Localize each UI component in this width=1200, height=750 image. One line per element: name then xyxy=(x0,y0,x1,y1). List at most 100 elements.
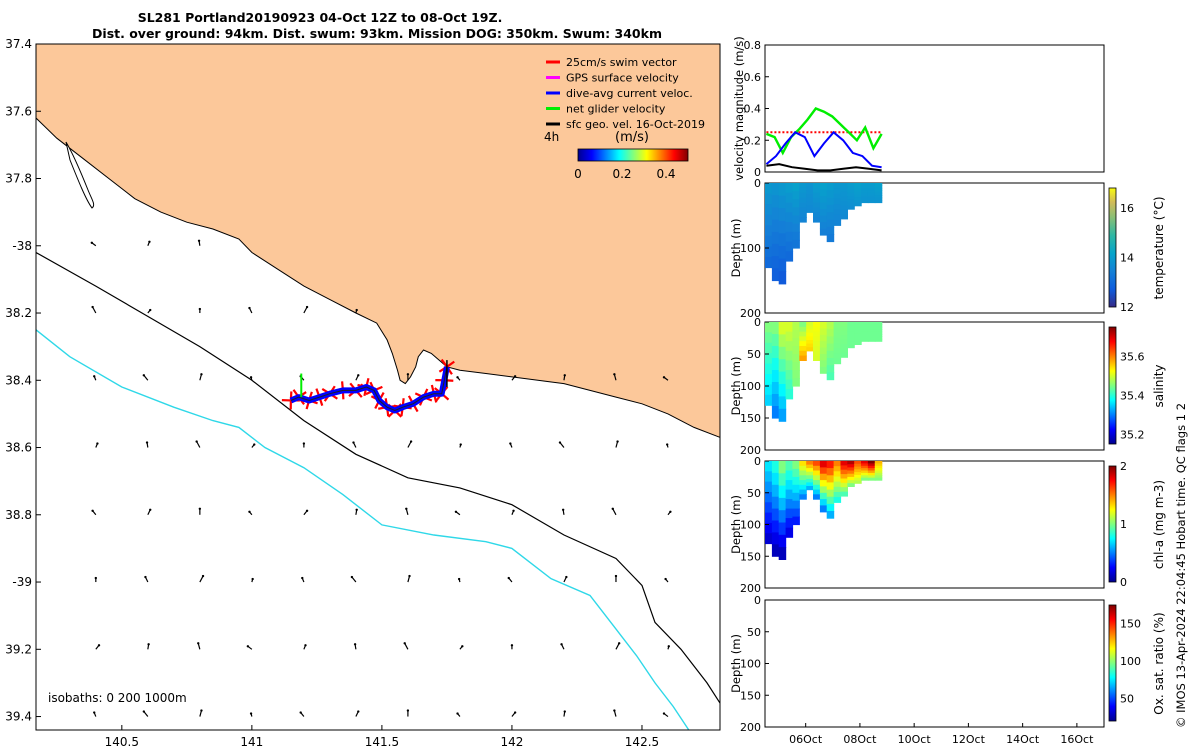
profile-cell xyxy=(792,461,800,470)
profile-cell xyxy=(765,235,773,247)
profile-cell xyxy=(792,492,800,502)
y-tick-label: 37.4 xyxy=(5,37,32,51)
profile-cell xyxy=(867,190,876,194)
legend-entry-label: net glider velocity xyxy=(566,103,666,116)
profile-cell xyxy=(874,183,883,186)
profile-cell xyxy=(847,192,855,197)
profile-cell xyxy=(771,219,780,233)
profile-cell xyxy=(813,212,821,218)
profile-cell xyxy=(765,533,773,545)
colorbar-tick-label: 0.4 xyxy=(656,167,675,181)
profile-cell xyxy=(778,408,787,422)
profile-cell xyxy=(826,204,835,213)
profile-cell xyxy=(826,461,835,469)
current-vector-arrow xyxy=(615,440,619,448)
credit-text: © IMOS 13-Apr-2024 22:04:45 Hobart time.… xyxy=(1174,403,1188,728)
depth-y-tick-label: 100 xyxy=(740,242,761,255)
profile-cell xyxy=(833,209,842,216)
profile-cell xyxy=(778,359,787,373)
colorbar-tick-label: 1 xyxy=(1120,518,1127,531)
profile-cell xyxy=(833,497,842,503)
profile-cell xyxy=(792,330,800,339)
profile-cell xyxy=(867,192,876,196)
current-vector-arrow xyxy=(459,645,464,650)
profile-cell xyxy=(854,324,862,329)
profile-cell xyxy=(785,499,794,510)
profile-cell xyxy=(771,322,780,335)
profile-cell xyxy=(765,461,773,472)
profile-cell xyxy=(854,200,862,204)
colorbar-tick-label: 35.2 xyxy=(1120,428,1145,441)
profile-cell xyxy=(847,199,855,204)
profile-cell xyxy=(847,464,855,468)
profile-cell xyxy=(840,339,848,345)
profile-cell xyxy=(778,497,787,511)
profile-cell xyxy=(771,207,780,221)
profile-cell xyxy=(847,183,855,187)
current-vector-arrow xyxy=(456,376,461,381)
profile-cell xyxy=(771,508,780,522)
velocity-y-tick-label: 0.4 xyxy=(744,103,762,116)
profile-cell xyxy=(806,475,814,480)
profile-cell xyxy=(819,222,828,230)
current-vector-arrow xyxy=(147,308,152,314)
map-frame xyxy=(35,43,721,731)
profile-cell xyxy=(765,363,773,375)
salinity-panel: 0 50 100 150 200 Depth (m) 35.2 35.4 35.6 salinit… xyxy=(729,316,1166,457)
profile-cell xyxy=(840,482,848,488)
profile-cell xyxy=(826,329,835,337)
current-vector-arrow xyxy=(558,441,565,448)
profile-cell xyxy=(799,489,807,495)
profile-cell xyxy=(806,197,814,202)
profile-cell xyxy=(826,489,835,498)
profile-cell xyxy=(813,322,821,328)
profile-cell xyxy=(771,394,780,407)
profile-cell xyxy=(861,195,869,199)
depth-y-tick-label: 50 xyxy=(747,348,761,361)
profile-cell xyxy=(799,494,807,500)
current-vector-arrow xyxy=(406,373,410,381)
profile-cell xyxy=(861,465,869,469)
current-vector-arrow xyxy=(662,376,669,381)
current-vector-arrow xyxy=(91,509,97,516)
colorbar-tick-label: 14 xyxy=(1120,251,1134,264)
current-vector-arrow xyxy=(91,305,97,314)
profile-cell xyxy=(854,333,862,337)
profile-cell xyxy=(833,204,842,210)
legend-entry-label: dive-avg current veloc. xyxy=(566,87,693,100)
profile-cell xyxy=(771,231,780,245)
profile-cell xyxy=(826,336,835,345)
profile-cell xyxy=(765,394,773,406)
profile-cell xyxy=(765,374,773,385)
profile-cell xyxy=(833,183,842,189)
profile-cell xyxy=(799,326,807,333)
profile-cell xyxy=(826,197,835,206)
y-tick-label: 38.8 xyxy=(5,508,32,522)
profile-cell xyxy=(833,337,842,344)
profile-cell xyxy=(799,217,807,223)
profile-cell xyxy=(813,217,821,223)
chla-panel: 0 50 100 150 200 Depth (m) 0 1 2 chl-a (mg m-3) xyxy=(729,455,1166,595)
depth-y-tick-label: 0 xyxy=(754,316,761,329)
colorbar-tick-label: 2 xyxy=(1120,460,1127,473)
profile-cell xyxy=(861,338,869,342)
isobath-label: isobaths: 0 200 1000m xyxy=(48,691,187,705)
profile-cell xyxy=(861,324,869,328)
current-vector-arrow xyxy=(507,576,513,583)
profile-cell xyxy=(826,503,835,512)
profile-cell xyxy=(792,354,800,363)
profile-cell xyxy=(771,243,780,257)
temperature-panel: 0 100 200 Depth (m) 12 14 16 temperature (°C) xyxy=(729,177,1166,320)
colorbar-tick-label: 0 xyxy=(574,167,582,181)
current-vector-arrow xyxy=(563,374,566,381)
profile-cell xyxy=(854,327,862,331)
profile-cell xyxy=(833,188,842,195)
profile-cell xyxy=(867,322,876,325)
profile-cell xyxy=(813,350,821,357)
current-vector-arrow xyxy=(198,307,202,314)
profile-cell xyxy=(867,336,876,340)
profile-cell xyxy=(840,352,848,358)
velocity-y-tick-label: 0.6 xyxy=(744,71,762,84)
depth-y-tick-label: 0 xyxy=(754,594,761,607)
profile-cell xyxy=(778,510,787,524)
